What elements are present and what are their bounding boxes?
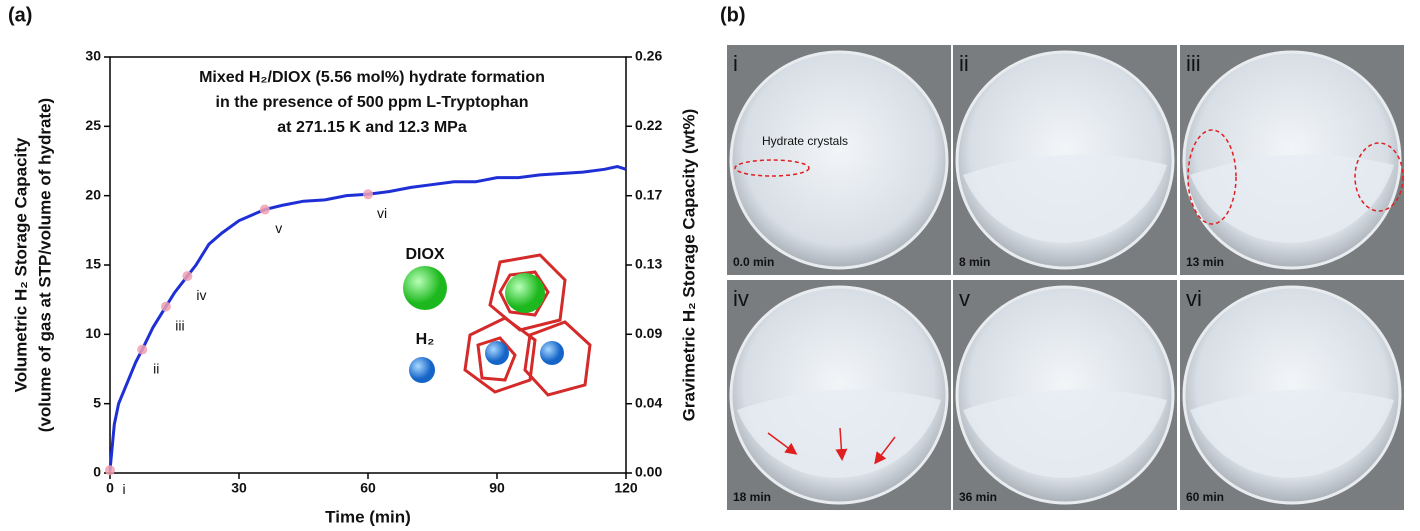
panel-label: (a)	[8, 4, 32, 26]
highlight-point	[137, 344, 148, 355]
hydrate-layer	[737, 389, 941, 478]
y2-tick-label: 0.09	[635, 325, 662, 341]
chart-title: in the presence of 500 ppm L-Tryptophan	[216, 94, 529, 111]
y-tick-label: 30	[85, 48, 101, 64]
x-tick-label: 0	[106, 480, 114, 496]
y2-tick-label: 0.26	[635, 48, 662, 64]
frame-id: i	[733, 51, 738, 76]
highlight-ellipse	[1354, 142, 1404, 212]
point-label: iv	[196, 287, 206, 303]
photo-frame: v 36 min	[953, 280, 1177, 510]
chart-title: at 271.15 K and 12.3 MPa	[277, 119, 467, 136]
frame-time: 60 min	[1186, 490, 1224, 504]
highlight-ellipse	[734, 159, 810, 177]
y2-tick-label: 0.17	[635, 186, 662, 202]
y-tick-label: 10	[85, 325, 101, 341]
photo-frame: iii 13 min	[1180, 45, 1404, 275]
frame-id: iii	[1186, 51, 1201, 76]
point-label: vi	[377, 205, 387, 221]
frame-id: v	[959, 286, 970, 311]
cage-diagram	[403, 253, 592, 397]
frame-time: 36 min	[959, 490, 997, 504]
x-tick-label: 60	[360, 480, 376, 496]
arrow	[835, 427, 848, 461]
y-tick-label: 5	[93, 394, 101, 410]
frame-id: vi	[1186, 286, 1202, 311]
hydrate-layer	[1190, 154, 1394, 243]
y2-axis-title: Gravimetric H₂ Storage Capacity (wt%)	[679, 109, 698, 422]
molecule-label: H₂	[416, 331, 435, 348]
x-axis-title: Time (min)	[325, 507, 411, 526]
arrow	[874, 436, 896, 465]
point-label: iii	[175, 317, 184, 333]
x-tick-label: 120	[614, 480, 638, 496]
hydrate-layer	[1190, 389, 1394, 478]
y2-tick-label: 0.13	[635, 256, 662, 272]
hydrate-layer	[963, 154, 1167, 243]
x-tick-label: 90	[489, 480, 505, 496]
y-tick-label: 20	[85, 186, 101, 202]
photo-frame: vi 60 min	[1180, 280, 1404, 510]
photo-frame: i 0.0 min	[727, 45, 951, 275]
annotation: Hydrate crystals	[762, 134, 848, 148]
point-label: i	[122, 481, 125, 497]
frame-id: ii	[959, 51, 969, 76]
highlight-point	[259, 204, 270, 215]
point-label: ii	[153, 360, 159, 376]
highlight-point	[105, 465, 115, 476]
y-tick-label: 15	[85, 256, 101, 272]
highlight-point	[182, 271, 193, 282]
y-tick-label: 25	[85, 117, 101, 133]
x-tick-label: 30	[231, 480, 247, 496]
dish	[729, 50, 949, 270]
arrow	[767, 432, 798, 455]
point-label: v	[275, 220, 282, 236]
highlight-ellipse	[1187, 129, 1237, 225]
y2-tick-label: 0.00	[635, 464, 662, 480]
y-axis-title: Volumetric H₂ Storage Capacity	[11, 137, 30, 392]
y2-tick-label: 0.04	[635, 394, 662, 410]
frame-time: 8 min	[959, 255, 990, 269]
chart-title: Mixed H₂/DIOX (5.56 mol%) hydrate format…	[199, 69, 545, 86]
frame-time: 13 min	[1186, 255, 1224, 269]
highlight-point	[160, 301, 171, 312]
frame-time: 18 min	[733, 490, 771, 504]
data-line	[108, 164, 627, 471]
molecule-label: DIOX	[405, 246, 444, 263]
highlight-point	[363, 189, 373, 200]
hydrate-layer	[963, 389, 1167, 478]
panel-label: (b)	[720, 4, 746, 26]
y2-tick-label: 0.22	[635, 117, 662, 133]
frame-time: 0.0 min	[733, 255, 774, 269]
photo-frame: ii 8 min	[953, 45, 1177, 275]
photo-frame: iv 18 min	[727, 280, 951, 510]
y-axis-title: (volume of gas at STP/volume of hydrate)	[35, 98, 54, 432]
y-tick-label: 0	[93, 464, 101, 480]
frame-id: iv	[733, 286, 749, 311]
